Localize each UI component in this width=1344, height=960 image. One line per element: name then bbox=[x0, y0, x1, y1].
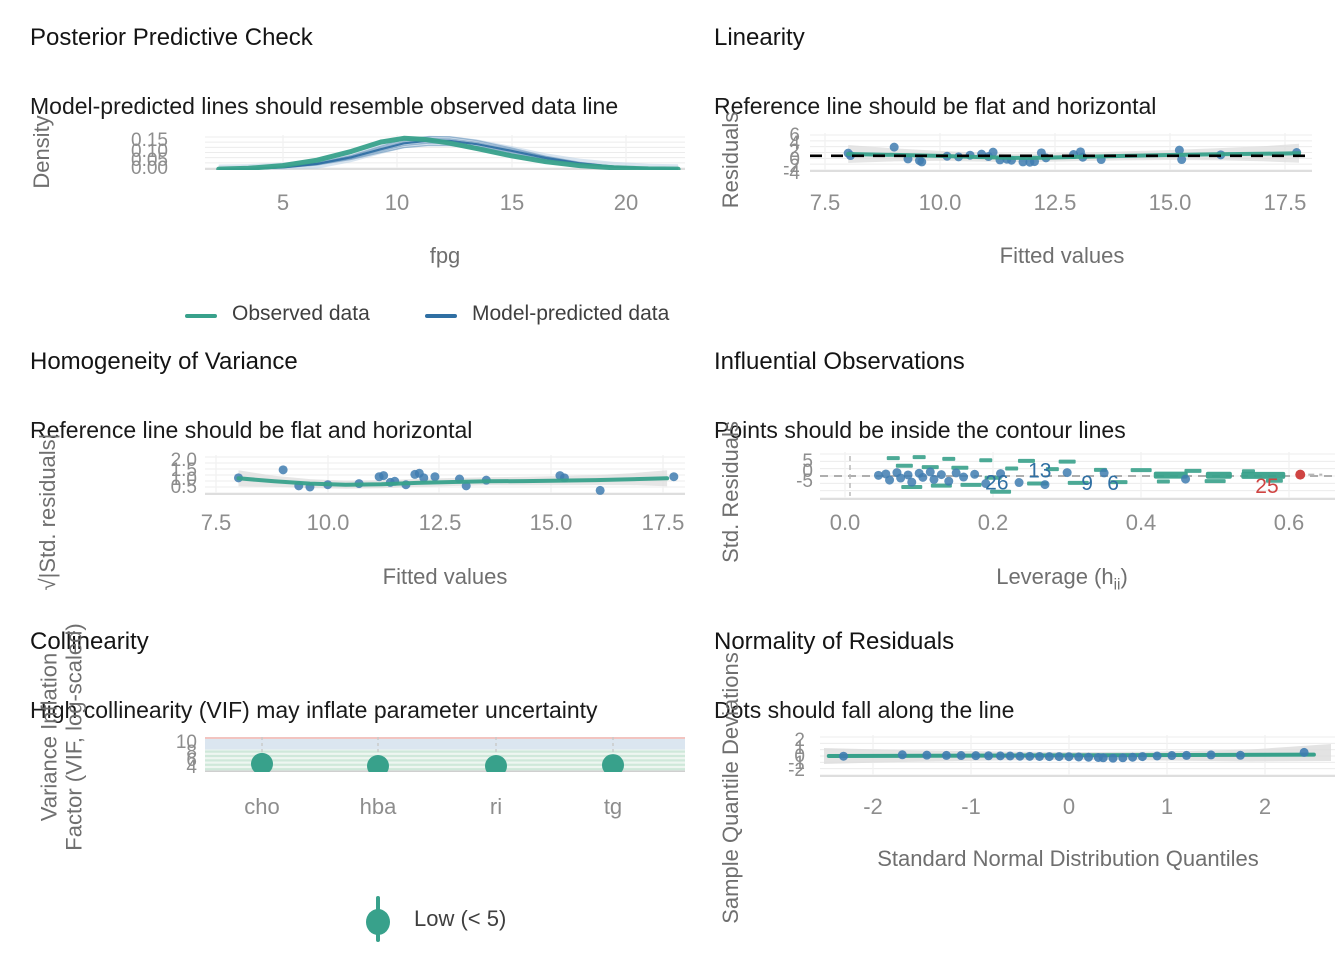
leverage-label-text: Leverage (h bbox=[996, 564, 1114, 589]
y-tick: 8 bbox=[186, 742, 197, 763]
linearity-plot-area bbox=[810, 133, 1312, 172]
y-axis-label-sample-quantile-deviations: Sample Quantile Deviations bbox=[718, 652, 743, 924]
y-tick: -5 bbox=[796, 471, 813, 492]
x-tick: 10 bbox=[384, 190, 410, 215]
x-tick: 0.2 bbox=[977, 510, 1009, 535]
panel-title-collinearity: Collinearity bbox=[30, 628, 149, 655]
homogeneity-plot-area bbox=[205, 455, 685, 495]
x-tick: 12.5 bbox=[1033, 190, 1077, 215]
x-tick: 15.0 bbox=[1148, 190, 1192, 215]
y-tick: 2 bbox=[794, 730, 805, 751]
y-tick: 0.5 bbox=[170, 477, 197, 498]
y-tick: 2 bbox=[789, 141, 800, 162]
y-tick: 4 bbox=[789, 133, 800, 154]
svg-text:9: 9 bbox=[1081, 472, 1093, 495]
panel-title-normality: Normality of Residuals bbox=[714, 628, 955, 655]
y-tick: 1.0 bbox=[170, 469, 197, 490]
normality-plot-area bbox=[820, 735, 1335, 777]
y-tick: 0.00 bbox=[131, 158, 168, 179]
svg-text:13: 13 bbox=[1028, 460, 1051, 483]
y-tick: 0 bbox=[789, 149, 800, 170]
x-tick: 15.0 bbox=[529, 510, 573, 535]
x-tick: 10.0 bbox=[918, 190, 962, 215]
x-tick-ri: ri bbox=[489, 794, 503, 819]
x-tick: -2 bbox=[863, 794, 883, 819]
panel-subtitle-homogeneity: Reference line should be flat and horizo… bbox=[30, 417, 473, 443]
vif-label-line2: Factor (VIF, log-scaled) bbox=[62, 623, 87, 851]
collinearity-plot-area bbox=[205, 737, 685, 772]
vif-label-line1: Variance Inflation bbox=[36, 652, 62, 822]
panel-subtitle-normality: Dots should fall along the line bbox=[714, 697, 1015, 723]
panel-title-linearity: Linearity bbox=[714, 24, 805, 51]
panel-title-homogeneity: Homogeneity of Variance bbox=[30, 348, 298, 375]
panel-title-ppc: Posterior Predictive Check bbox=[30, 24, 313, 51]
x-tick: 0 bbox=[1062, 794, 1076, 819]
x-tick: 12.5 bbox=[418, 510, 462, 535]
x-tick: 10.0 bbox=[306, 510, 350, 535]
y-tick: 5 bbox=[802, 451, 813, 472]
svg-text:6: 6 bbox=[1107, 472, 1119, 495]
y-tick: 1.5 bbox=[170, 460, 197, 481]
x-tick: 7.5 bbox=[200, 510, 232, 535]
legend-swatch-model bbox=[425, 314, 457, 318]
legend-label-observed: Observed data bbox=[232, 302, 370, 325]
svg-text:26: 26 bbox=[985, 472, 1008, 495]
x-axis-label-fpg: fpg bbox=[429, 243, 461, 268]
legend-label-low-vif: Low (< 5) bbox=[414, 906, 507, 931]
x-tick: 2 bbox=[1258, 794, 1272, 819]
x-tick: 0.4 bbox=[1125, 510, 1157, 535]
panel-subtitle-influential: Points should be inside the contour line… bbox=[714, 417, 1126, 443]
x-axis-label-fitted-values: Fitted values bbox=[999, 243, 1125, 268]
x-tick: 17.5 bbox=[641, 510, 685, 535]
y-tick: 2.0 bbox=[170, 450, 197, 471]
x-tick: 0.0 bbox=[829, 510, 861, 535]
x-tick-tg: tg bbox=[603, 794, 623, 819]
y-tick: -4 bbox=[783, 163, 800, 184]
y-tick: -2 bbox=[783, 156, 800, 177]
leverage-label-subscript: ii bbox=[1113, 576, 1121, 594]
x-tick: 17.5 bbox=[1263, 190, 1307, 215]
panel-subtitle-linearity: Reference line should be flat and horizo… bbox=[714, 93, 1157, 119]
x-axis-label-leverage: Leverage (hii) bbox=[996, 564, 1128, 594]
ppc-plot-area bbox=[205, 135, 685, 170]
x-tick-cho: cho bbox=[244, 794, 280, 819]
x-tick: 7.5 bbox=[809, 190, 841, 215]
leverage-label-close: ) bbox=[1120, 564, 1128, 589]
y-tick: 0.10 bbox=[131, 141, 168, 162]
y-tick: 0.05 bbox=[131, 150, 168, 171]
y-tick: 4 bbox=[186, 757, 197, 778]
y-tick: -2 bbox=[788, 760, 805, 781]
y-tick: 6 bbox=[186, 750, 197, 771]
y-axis-label-vif: Variance Inflation Factor (VIF, log-scal… bbox=[37, 623, 88, 850]
x-axis-label-standard-normal-quantiles: Standard Normal Distribution Quantiles bbox=[877, 846, 1259, 871]
x-axis-label-fitted-values: Fitted values bbox=[382, 564, 508, 589]
y-tick: -1 bbox=[788, 753, 805, 774]
x-tick: -1 bbox=[961, 794, 981, 819]
y-axis-label-sqrt-std-residuals: √|Std. residuals| bbox=[35, 433, 60, 591]
x-tick-hba: hba bbox=[359, 794, 397, 819]
legend-marker-dot bbox=[366, 909, 390, 935]
svg-text:25: 25 bbox=[1255, 475, 1278, 498]
y-tick: 6 bbox=[789, 125, 800, 146]
y-tick: 0.15 bbox=[131, 130, 168, 151]
y-tick: 0 bbox=[794, 746, 805, 767]
y-tick: 10 bbox=[175, 732, 197, 753]
x-tick: 1 bbox=[1160, 794, 1174, 819]
x-tick: 0.6 bbox=[1273, 510, 1305, 535]
y-tick: 0 bbox=[802, 461, 813, 482]
influential-plot-area: 26 13 9 6 25 bbox=[820, 452, 1335, 500]
legend-label-model: Model-predicted data bbox=[472, 302, 670, 325]
y-axis-label-density: Density bbox=[29, 115, 54, 189]
legend-swatch-observed bbox=[185, 314, 217, 318]
x-tick: 5 bbox=[276, 190, 290, 215]
y-tick: 1 bbox=[794, 738, 805, 759]
x-tick: 20 bbox=[613, 190, 639, 215]
panel-subtitle-collinearity: High collinearity (VIF) may inflate para… bbox=[30, 697, 598, 723]
x-tick: 15 bbox=[499, 190, 525, 215]
y-axis-label-std-residuals: Std. Residuals bbox=[718, 421, 743, 563]
panel-title-influential: Influential Observations bbox=[714, 348, 965, 375]
panel-subtitle-ppc: Model-predicted lines should resemble ob… bbox=[30, 93, 619, 119]
